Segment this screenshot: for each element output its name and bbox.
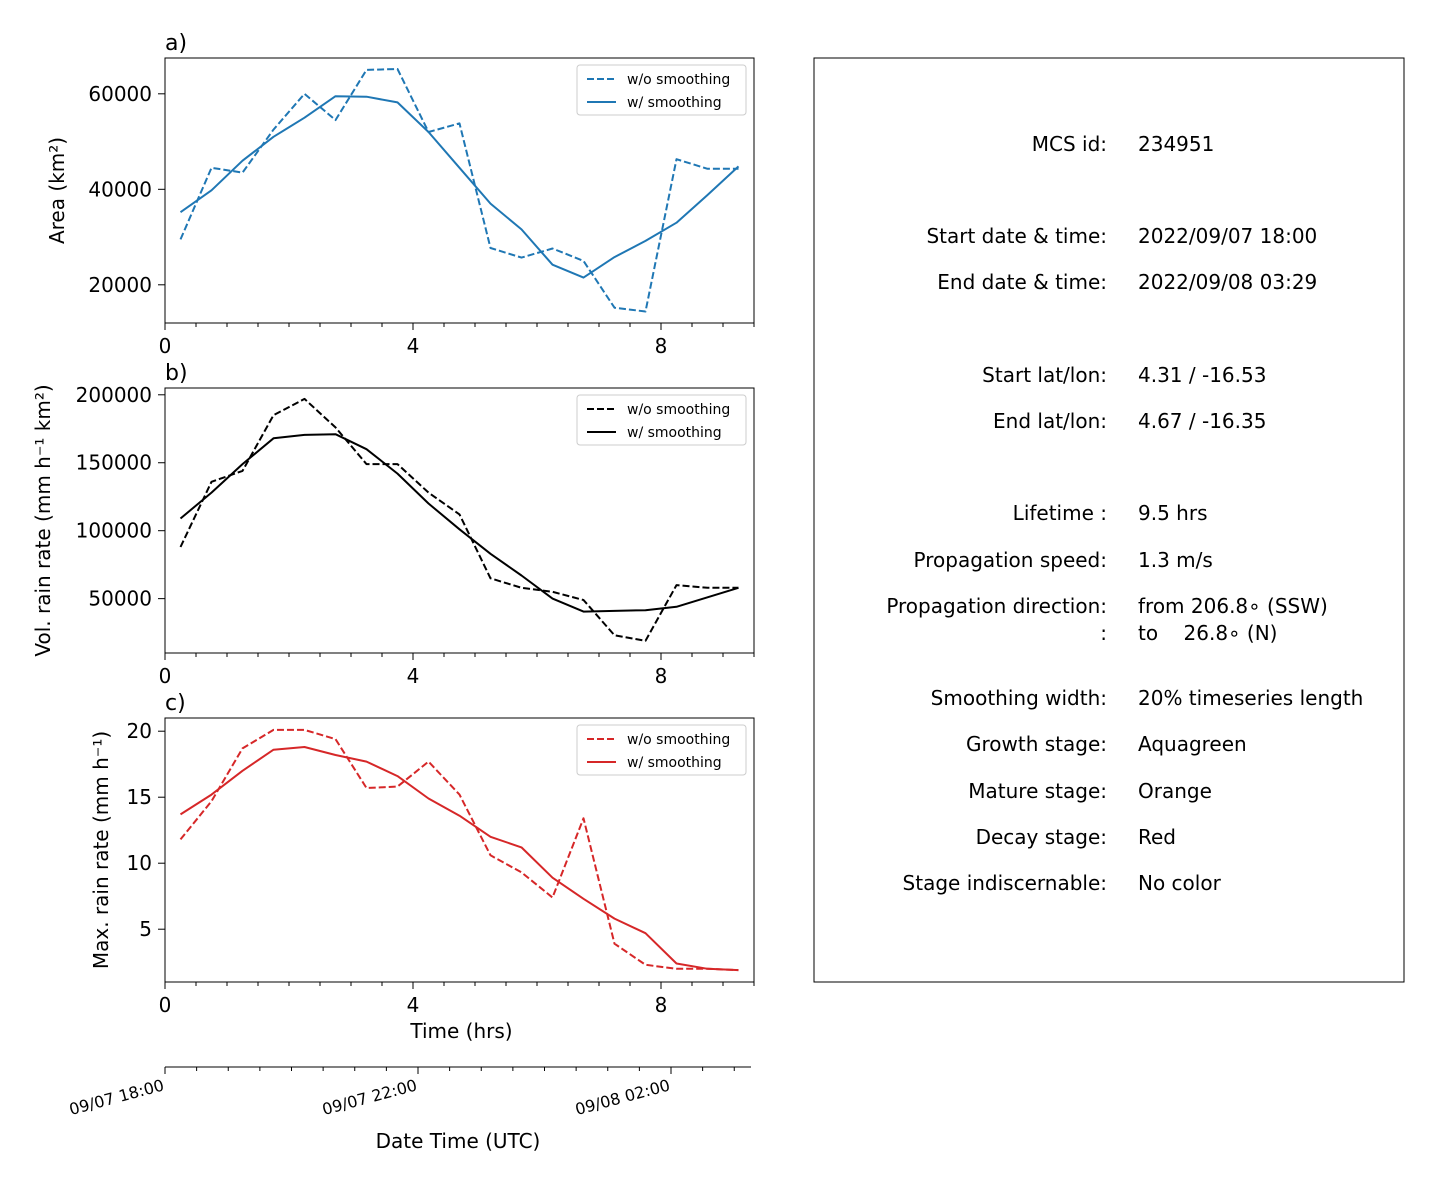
- info-label: Start date & time:: [926, 224, 1107, 248]
- legend: w/o smoothing w/ smoothing: [576, 64, 747, 116]
- info-value: 4.67 / -16.35: [1138, 409, 1266, 433]
- info-row: : to 26.8∘ (N): [1100, 621, 1277, 645]
- info-label: Propagation direction:: [886, 594, 1107, 618]
- legend-box: [576, 394, 747, 446]
- axes-frame: [164, 57, 755, 324]
- panel-b: b) 50000 100000 150000 200000 0 4 8 Vol. rain ra…: [31, 361, 755, 688]
- y-tick-label: 150000: [76, 451, 152, 475]
- info-label: Growth stage:: [966, 732, 1107, 756]
- info-label: :: [1100, 621, 1107, 645]
- info-row: End date & time: 2022/09/08 03:29: [937, 270, 1317, 294]
- info-row: Growth stage: Aquagreen: [966, 732, 1247, 756]
- info-label: End date & time:: [937, 270, 1107, 294]
- axes-frame: [164, 387, 755, 654]
- info-value: Orange: [1138, 779, 1212, 803]
- legend-entry: w/ smoothing: [627, 95, 722, 111]
- info-label: Lifetime :: [1013, 501, 1107, 525]
- info-row: Propagation direction: from 206.8∘ (SSW): [886, 594, 1328, 618]
- panel-label: b): [165, 361, 188, 386]
- info-row: Smoothing width: 20% timeseries length: [931, 686, 1364, 710]
- y-tick-label: 10: [127, 851, 152, 875]
- series-line-smoothed: [179, 433, 739, 613]
- y-tick-label: 50000: [88, 587, 152, 611]
- info-row: MCS id: 234951: [1032, 132, 1215, 156]
- y-tick-label: 60000: [88, 82, 152, 106]
- y-axis-label: Area (km²): [45, 137, 69, 244]
- info-label: Stage indiscernable:: [903, 871, 1107, 895]
- info-label: End lat/lon:: [993, 409, 1107, 433]
- y-tick-label: 40000: [88, 177, 152, 201]
- y-tick-label: 100000: [76, 519, 152, 543]
- x-tick-label: 8: [655, 334, 668, 358]
- info-value: No color: [1138, 871, 1222, 895]
- x-tick-label: 4: [407, 993, 420, 1017]
- series-line-raw: [179, 728, 739, 972]
- legend-box: [576, 64, 747, 116]
- info-value: 234951: [1138, 132, 1214, 156]
- info-label: Smoothing width:: [931, 686, 1107, 710]
- axes-frame: [164, 717, 755, 983]
- panel-label: c): [165, 691, 186, 716]
- info-label: Start lat/lon:: [982, 363, 1107, 387]
- panel-label: a): [165, 31, 187, 56]
- info-row: Decay stage: Red: [976, 825, 1176, 849]
- info-value: Aquagreen: [1138, 732, 1247, 756]
- legend-entry: w/ smoothing: [627, 755, 722, 771]
- series-line-raw: [179, 68, 739, 313]
- x-tick-label: 0: [159, 664, 172, 688]
- x-tick-label: 0: [159, 993, 172, 1017]
- legend-box: [576, 724, 747, 776]
- info-row: Start lat/lon: 4.31 / -16.53: [982, 363, 1266, 387]
- series-line-smoothed: [179, 746, 739, 972]
- x-axis-label: Time (hrs): [409, 1019, 512, 1043]
- panel-c: c) 5 10 15 20 0 4 8 Max. rain rate (mm h⁻¹) Time …: [89, 691, 755, 1043]
- info-value: 2022/09/08 03:29: [1138, 270, 1317, 294]
- series-line-raw: [179, 397, 739, 642]
- legend-entry: w/o smoothing: [627, 732, 730, 748]
- info-label: Propagation speed:: [914, 548, 1107, 572]
- x-tick-label: 0: [159, 334, 172, 358]
- y-tick-label: 20: [127, 719, 152, 743]
- y-axis-label: Max. rain rate (mm h⁻¹): [89, 731, 113, 969]
- info-panel: MCS id: 234951 Start date & time: 2022/09/0…: [813, 57, 1405, 983]
- legend-entry: w/ smoothing: [627, 425, 722, 441]
- info-value: 1.3 m/s: [1138, 548, 1213, 572]
- y-tick-label: 20000: [88, 273, 152, 297]
- info-row: End lat/lon: 4.67 / -16.35: [993, 409, 1266, 433]
- info-row: Start date & time: 2022/09/07 18:00: [926, 224, 1317, 248]
- info-value: 9.5 hrs: [1138, 501, 1207, 525]
- info-label: Mature stage:: [968, 779, 1107, 803]
- series-line-smoothed: [179, 95, 740, 279]
- x-tick-label: 4: [407, 664, 420, 688]
- info-value: 4.31 / -16.53: [1138, 363, 1266, 387]
- info-panel-frame: [813, 57, 1405, 983]
- info-value: 20% timeseries length: [1138, 686, 1363, 710]
- info-label: MCS id:: [1032, 132, 1107, 156]
- legend: w/o smoothing w/ smoothing: [576, 724, 747, 776]
- info-value: 2022/09/07 18:00: [1138, 224, 1317, 248]
- x-tick-label: 8: [655, 664, 668, 688]
- info-row: Stage indiscernable: No color: [903, 871, 1222, 895]
- y-tick-label: 200000: [76, 383, 152, 407]
- x-tick-label: 8: [655, 993, 668, 1017]
- panel-a: a) 20000 40000 60000 0 4 8 Area (km²) w/o smooth…: [45, 31, 755, 358]
- info-value: to 26.8∘ (N): [1138, 621, 1277, 645]
- y-tick-label: 15: [127, 785, 152, 809]
- y-tick-label: 5: [139, 917, 152, 941]
- legend-entry: w/o smoothing: [627, 72, 730, 88]
- y-axis-label: Vol. rain rate (mm h⁻¹ km²): [31, 384, 55, 656]
- info-value: from 206.8∘ (SSW): [1138, 594, 1328, 618]
- info-label: Decay stage:: [976, 825, 1107, 849]
- x-tick-label: 4: [407, 334, 420, 358]
- legend: w/o smoothing w/ smoothing: [576, 394, 747, 446]
- datetime-axis-label: Date Time (UTC): [376, 1129, 541, 1153]
- info-row: Propagation speed: 1.3 m/s: [914, 548, 1213, 572]
- info-row: Lifetime : 9.5 hrs: [1013, 501, 1208, 525]
- info-row: Mature stage: Orange: [968, 779, 1212, 803]
- info-value: Red: [1138, 825, 1176, 849]
- legend-entry: w/o smoothing: [627, 402, 730, 418]
